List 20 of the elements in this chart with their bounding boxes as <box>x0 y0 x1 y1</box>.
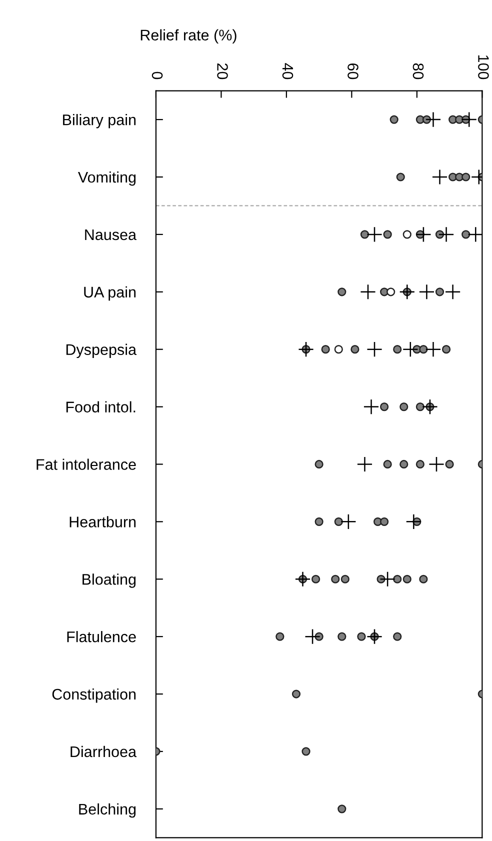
y-tick-label: Food intol. <box>66 401 136 412</box>
y-tick-label: Flatulence <box>67 631 136 642</box>
x-tick-label: 20 <box>217 63 228 80</box>
y-tick-label: Fat intolerance <box>36 458 136 470</box>
y-tick-label: Heartburn <box>70 516 136 528</box>
x-tick-label: 60 <box>348 64 358 80</box>
y-tick-label: Vomiting <box>78 171 136 186</box>
y-tick-label: Nausea <box>85 229 137 240</box>
y-tick-label: Bloating <box>82 574 136 588</box>
y-tick-label: Constipation <box>52 688 136 703</box>
y-tick-label: Belching <box>79 803 136 818</box>
x-axis-title: Relief rate (%) <box>140 29 236 44</box>
y-tick-label: Dyspepsia <box>66 344 137 358</box>
x-tick-label: 40 <box>282 63 294 80</box>
x-tick-label: 80 <box>412 63 424 80</box>
x-tick-label: 0 <box>152 72 163 80</box>
x-tick-label: 100 <box>478 55 489 80</box>
y-tick-label: Biliary pain <box>63 114 136 128</box>
y-tick-label: Diarrhoea <box>70 746 137 758</box>
y-tick-label: UA pain <box>84 286 136 301</box>
